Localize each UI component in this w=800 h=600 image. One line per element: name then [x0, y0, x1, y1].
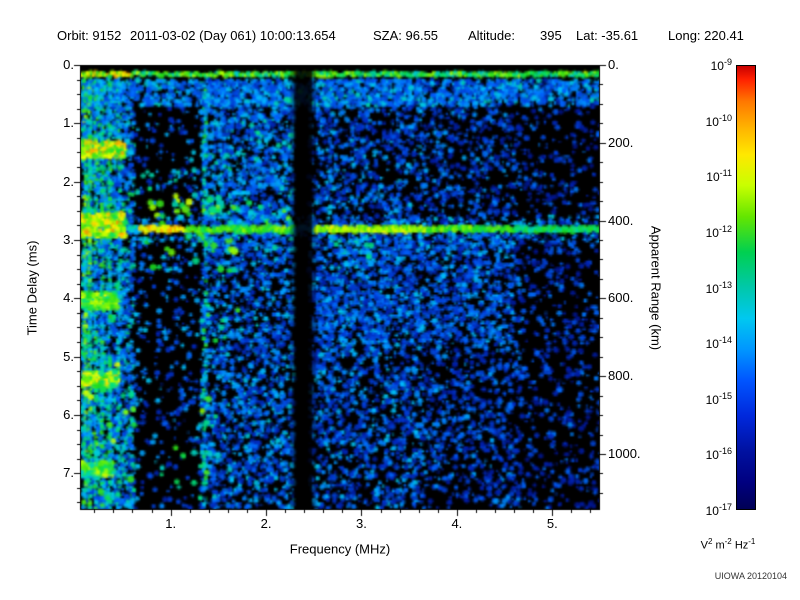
header-orbit: Orbit: 9152 — [57, 28, 122, 43]
y-right-tick-label: 400. — [608, 212, 634, 228]
y-axis-left-title: Time Delay (ms) — [24, 240, 40, 336]
y-left-tick-label: 1. — [63, 115, 74, 131]
colorbar-tick-label: 10-17 — [705, 502, 732, 518]
y-left-tick-label: 4. — [63, 290, 74, 306]
colorbar-tick-label: 10-12 — [705, 223, 732, 240]
y-left-tick-label: 7. — [63, 465, 74, 481]
header-lat: Lat: -35.61 — [576, 28, 639, 43]
y-right-tick-label: 200. — [608, 134, 634, 150]
header-altitude-value: 395 — [540, 28, 562, 43]
x-axis-title: Frequency (MHz) — [289, 541, 391, 557]
colorbar — [736, 65, 756, 510]
y-left-tick-label: 2. — [63, 173, 74, 189]
colorbar-tick-label: 10-9 — [710, 57, 732, 73]
colorbar-tick-label: 10-16 — [705, 446, 732, 463]
colorbar-tick-label: 10-15 — [705, 390, 732, 407]
header-altitude-label: Altitude: — [468, 28, 515, 43]
header-datetime: 2011-03-02 (Day 061) 10:00:13.654 — [130, 28, 336, 43]
y-right-tick-label: 600. — [608, 290, 634, 306]
y-left-tick-label: 6. — [63, 406, 74, 422]
x-tick-label: 3. — [356, 516, 367, 531]
header-sza: SZA: 96.55 — [373, 28, 439, 43]
y-right-tick-label: 0. — [608, 57, 619, 72]
x-tick-label: 2. — [260, 516, 272, 531]
x-tick-label: 1. — [165, 516, 177, 531]
y-axis-right-title: Apparent Range (km) — [648, 225, 664, 351]
y-right-tick-label: 1000. — [608, 445, 641, 461]
colorbar-tick-label: 10-11 — [706, 168, 732, 185]
x-tick-label: 4. — [451, 516, 463, 531]
header-long: Long: 220.41 — [668, 28, 744, 43]
y-right-tick-label: 800. — [608, 368, 634, 384]
x-tick-label: 5. — [546, 516, 558, 531]
colorbar-unit: V2 m-2 Hz-1 — [700, 537, 756, 552]
y-left-tick-label: 0. — [63, 57, 74, 72]
colorbar-tick-label: 10-10 — [705, 112, 732, 129]
watermark: UIOWA 20120104 — [714, 571, 787, 581]
colorbar-tick-label: 10-13 — [705, 279, 732, 296]
y-left-tick-label: 3. — [63, 231, 74, 247]
colorbar-tick-label: 10-14 — [705, 335, 732, 352]
y-left-tick-label: 5. — [63, 348, 74, 364]
